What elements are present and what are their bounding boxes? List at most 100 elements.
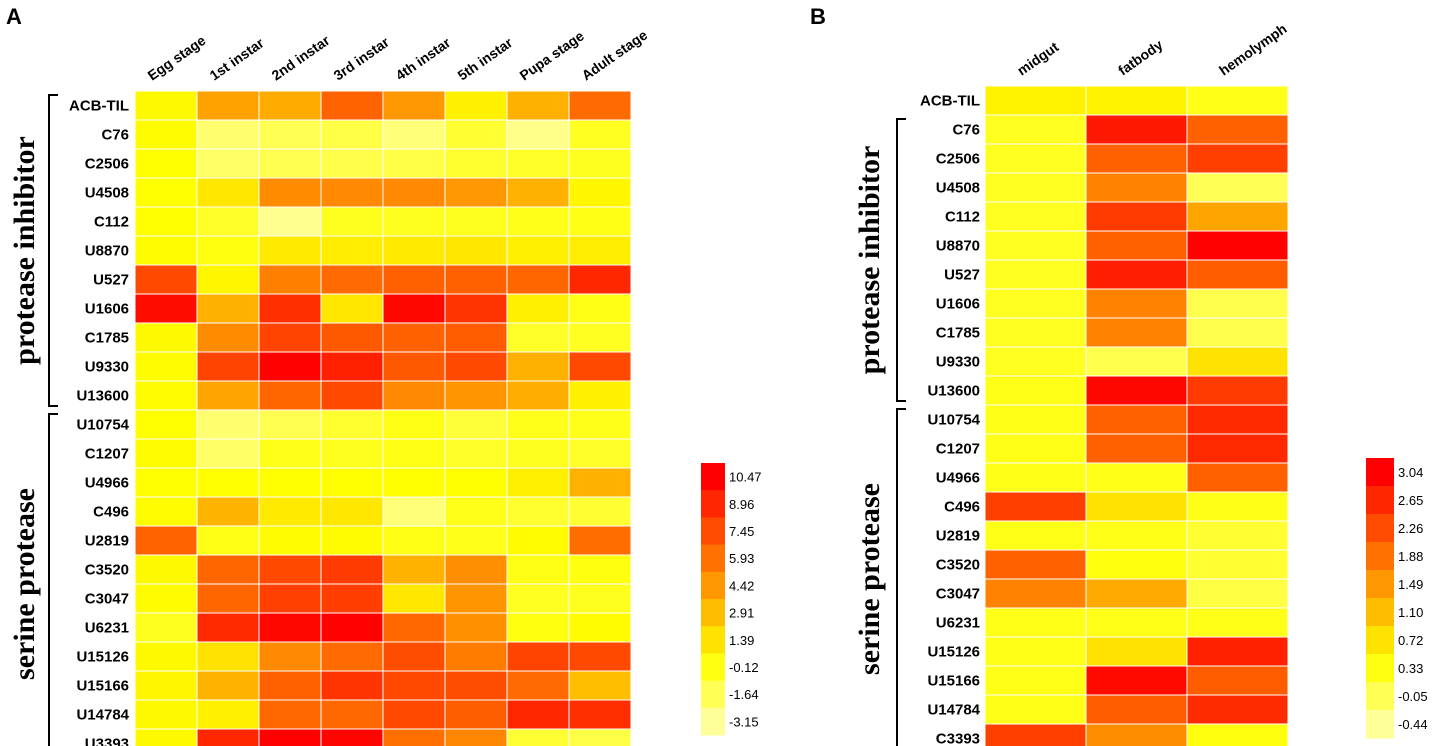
heatmap-cell [568,206,632,237]
heatmap-cell [134,264,198,295]
heatmap-cell [320,496,384,527]
heatmap-cell [134,409,198,440]
heatmap-cell [382,467,446,498]
heatmap-cell [134,728,198,746]
heatmap-cell [984,230,1087,261]
color-scale-tick-label: 3.04 [1398,465,1423,480]
heatmap-cell [444,670,508,701]
color-scale-swatch [1366,682,1394,711]
heatmap-cell [444,641,508,672]
heatmap-cell [134,235,198,266]
heatmap-cell [196,206,260,237]
group-label: serine protease [853,483,886,675]
heatmap-cell [134,670,198,701]
heatmap-cell [382,322,446,353]
color-scale-swatch [701,571,725,600]
heatmap-cell [134,148,198,179]
heatmap-cell [1186,694,1289,725]
color-scale-tick-label: -0.05 [1398,689,1428,704]
heatmap-cell [258,322,322,353]
heatmap-cell [258,148,322,179]
color-scale-tick-label: 1.49 [1398,577,1423,592]
heatmap-cell [382,119,446,150]
heatmap-cell [382,496,446,527]
heatmap-cell [382,641,446,672]
color-scale-swatch [701,490,725,518]
heatmap-cell [196,728,260,746]
heatmap-cell [984,375,1087,406]
heatmap-cell [568,641,632,672]
row-labels-a: ACB-TIL C76 C2506 U4508 C112 U8870 U527 U1606 C1… [69,98,130,746]
heatmap-cell [382,583,446,614]
heatmap-cell [444,351,508,382]
row-label: U527 [944,267,980,284]
heatmap-cell [984,694,1087,725]
heatmap-cell [984,317,1087,348]
heatmap-cell [1186,114,1289,145]
heatmap-cell [134,206,198,237]
heatmap-cell [320,699,384,730]
heatmap-cell [444,235,508,266]
row-label: C1785 [936,325,980,342]
heatmap-cell [134,612,198,643]
row-label: U15126 [76,649,129,666]
heatmap-cell [506,293,570,324]
heatmap-cell [444,206,508,237]
heatmap-cell [506,438,570,469]
heatmap-cell [506,380,570,411]
heatmap-cell [1085,723,1188,746]
heatmap-cell [134,177,198,208]
row-label: U1606 [936,296,980,313]
heatmap-cell [258,612,322,643]
row-label: C3520 [85,562,129,579]
heatmap-cell [196,264,260,295]
row-label: C3047 [85,591,129,608]
heatmap-cell [506,351,570,382]
heatmap-cell [382,177,446,208]
heatmap-cell [1085,259,1188,290]
heatmap-panel-b: B midgut fatbody hemolymph ACB-TIL C76 C2506… [810,4,1428,746]
heatmap-cell [568,293,632,324]
heatmap-cell [1186,578,1289,609]
heatmap-cell [382,438,446,469]
heatmap-cell [320,641,384,672]
heatmap-cell [258,525,322,556]
row-label: U2819 [85,533,129,550]
heatmap-cell [258,90,322,121]
color-scale-tick-label: 1.10 [1398,605,1423,620]
color-scale-swatch [1366,598,1394,627]
row-label: U6231 [85,620,129,637]
heatmap-cell [568,119,632,150]
heatmap-cell [568,670,632,701]
heatmap-cell [506,177,570,208]
row-label: U4508 [85,185,129,202]
column-label: fatbody [1115,36,1166,78]
row-label: U13600 [76,388,129,405]
heatmap-cell [1186,375,1289,406]
heatmap-cell [134,293,198,324]
heatmap-cell [1186,520,1289,551]
heatmap-cell [382,90,446,121]
heatmap-cell [506,467,570,498]
heatmap-cell [320,438,384,469]
heatmap-cell [506,148,570,179]
color-scale-tick-label: 2.65 [1398,493,1423,508]
heatmap-cell [568,177,632,208]
heatmap-cell [506,409,570,440]
color-scale-swatch [1366,514,1394,543]
panel-label-b: B [810,4,826,29]
column-label: hemolymph [1216,20,1290,78]
heatmap-cell [444,322,508,353]
color-scale-b: 3.04 2.65 2.26 1.88 1.49 1.10 0.72 0.33 -0.05 -0.… [1366,458,1428,739]
heatmap-cell [444,177,508,208]
heatmap-cell [506,641,570,672]
heatmap-cell [1186,201,1289,232]
row-label: C3393 [936,731,980,746]
heatmap-cell [984,578,1087,609]
heatmap-cell [1186,85,1289,116]
color-scale-swatch [701,626,725,654]
color-scale-swatch [701,653,725,682]
color-scale-swatch [1366,542,1394,571]
